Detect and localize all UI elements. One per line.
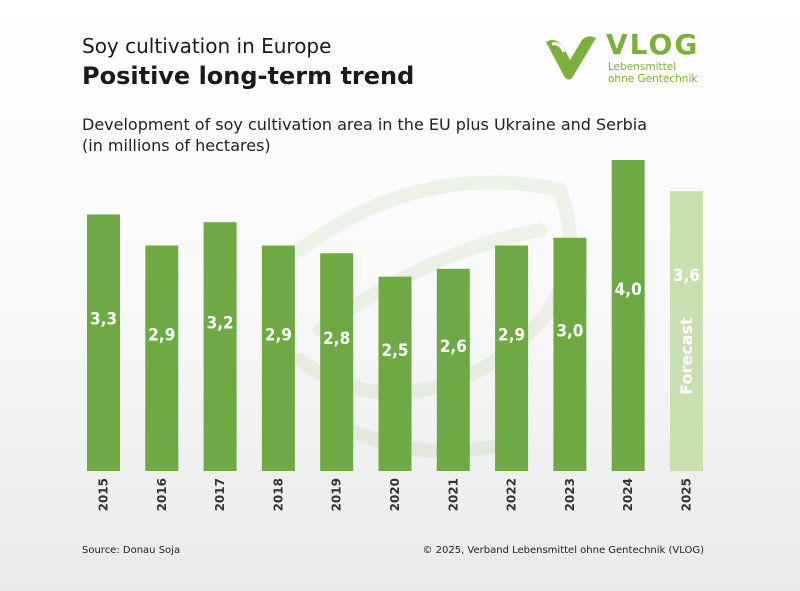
x-tick-2023: 2023	[563, 478, 577, 511]
value-labels-group: 3,3 2,9 3,2 2,9 2,8 2,5 2,6 2,9 3,0 4,0 3,6 Forecas…	[90, 266, 700, 395]
vlog-check-icon	[546, 36, 596, 80]
bar-2018	[261, 245, 295, 471]
chart-subtitle: Soy cultivation in Europe	[82, 34, 332, 58]
value-label-2016: 2,9	[148, 325, 175, 345]
bar-2019	[320, 253, 354, 471]
bar-2017	[203, 222, 237, 471]
value-label-2019: 2,8	[323, 329, 350, 349]
forecast-label: Forecast	[677, 317, 696, 395]
source-note: Source: Donau Soja	[82, 545, 181, 556]
value-label-2023: 3,0	[556, 321, 583, 341]
x-tick-2018: 2018	[271, 478, 285, 511]
value-label-2021: 2,6	[440, 337, 467, 357]
x-tick-2016: 2016	[155, 478, 169, 511]
bar-2024	[611, 160, 645, 471]
chart-heading-line-1: Development of soy cultivation area in t…	[82, 115, 647, 134]
bar-2025	[670, 191, 703, 471]
bar-2023	[553, 237, 587, 471]
chart-heading: Development of soy cultivation area in t…	[82, 114, 647, 156]
chart-title: Positive long-term trend	[82, 62, 415, 90]
value-label-2025: 3,6	[673, 266, 700, 286]
copyright-note: © 2025, Verband Lebensmittel ohne Gentec…	[422, 545, 704, 556]
bar-2021	[436, 268, 470, 471]
x-tick-2015: 2015	[97, 478, 111, 511]
value-label-2018: 2,9	[265, 325, 292, 345]
x-tick-2020: 2020	[388, 478, 402, 511]
x-tick-2017: 2017	[213, 478, 227, 511]
x-tick-2024: 2024	[621, 478, 635, 511]
logo-tagline: Lebensmittel ohne Gentechnik	[608, 61, 697, 85]
value-label-2020: 2,5	[381, 341, 408, 361]
x-tick-labels-group: 2015 2016 2017 2018 2019 2020 2021 2022 2023 2024…	[97, 478, 694, 511]
logo-name: VLOG	[606, 28, 700, 61]
x-tick-2019: 2019	[330, 478, 344, 511]
x-tick-2025: 2025	[680, 478, 694, 511]
value-label-2022: 2,9	[498, 325, 525, 345]
vlog-logo: VLOG Lebensmittel ohne Gentechnik	[542, 28, 712, 88]
bar-2016	[145, 245, 179, 471]
logo-tagline-line-2: ohne Gentechnik	[608, 73, 698, 85]
x-tick-2021: 2021	[446, 478, 460, 511]
bar-2022	[495, 245, 529, 471]
value-label-2024: 4,0	[615, 280, 642, 300]
bars-group	[87, 160, 703, 472]
value-label-2015: 3,3	[90, 310, 117, 330]
logo-tagline-line-1: Lebensmittel	[608, 61, 677, 73]
value-label-2017: 3,2	[207, 314, 234, 334]
chart-heading-line-2: (in millions of hectares)	[82, 136, 271, 155]
bar-2015	[87, 214, 120, 472]
x-tick-2022: 2022	[505, 478, 519, 511]
bar-2020	[378, 276, 412, 471]
